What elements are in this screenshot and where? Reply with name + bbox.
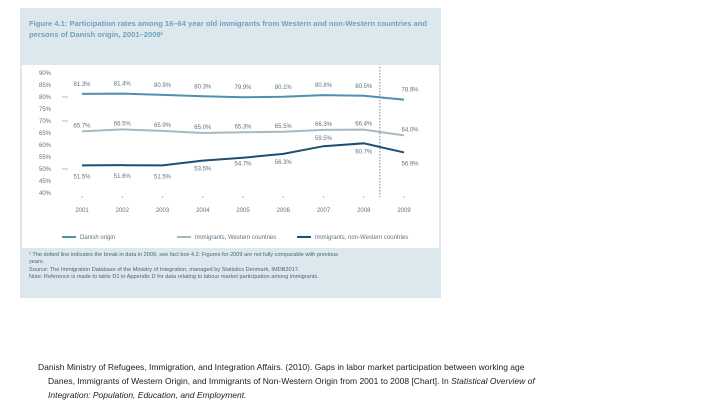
y-tick-label: 75%: [39, 107, 52, 113]
data-label: 56.9%: [401, 161, 419, 167]
x-tick-label: 2008: [357, 208, 371, 214]
data-label: 51.5%: [154, 174, 172, 180]
data-label: 51.6%: [114, 174, 132, 180]
note-line: years.: [29, 259, 45, 266]
data-label: 65.9%: [154, 123, 172, 129]
data-label: 79.9%: [234, 85, 252, 91]
y-axis: 40% 45% 50% 55% 60% 65% 70% 75% 80% 85% 90%: [39, 71, 68, 197]
caption-line-3: Integration: Population, Education, and …: [38, 388, 678, 402]
x-tick-label: 2006: [277, 208, 291, 214]
series-line: [81, 92, 405, 101]
data-label: 80.5%: [355, 84, 373, 90]
y-tick-label: 65%: [39, 131, 52, 137]
data-label: 80.3%: [194, 84, 212, 90]
y-tick-label: 40%: [39, 191, 52, 197]
y-tick-label: 85%: [39, 83, 52, 89]
plot-area: 40% 45% 50% 55% 60% 65% 70% 75% 80% 85% 90% 81.3% 8…: [22, 65, 439, 248]
caption-line-2: Danes, Immigrants of Western Origin, and…: [38, 374, 678, 388]
data-label: 66.5%: [114, 121, 132, 127]
data-label: 81.3%: [73, 82, 91, 88]
data-label: 60.7%: [355, 149, 373, 155]
x-tick-label: 2002: [116, 208, 130, 214]
y-tick-label: 45%: [39, 179, 52, 185]
data-label: 80.8%: [315, 83, 333, 89]
data-label: 66.3%: [315, 122, 333, 128]
data-label: 65.3%: [234, 124, 252, 130]
data-label: 81.4%: [114, 82, 132, 88]
series-lines: [81, 92, 405, 167]
data-labels: 81.3% 81.4% 80.9% 80.3% 79.9% 80.1% 80.8% 80.5%…: [73, 82, 419, 181]
caption-line-1: Danish Ministry of Refugees, Immigration…: [38, 362, 525, 372]
data-label: 59.5%: [315, 136, 333, 142]
y-tick-label: 70%: [39, 119, 52, 125]
caption-italic-2: Integration: Population, Education, and …: [48, 390, 247, 400]
x-tick-label: 2009: [397, 208, 411, 214]
data-label: 65.5%: [275, 124, 293, 130]
x-tick-label: 2001: [75, 208, 89, 214]
data-label: 65.0%: [194, 125, 212, 131]
data-label: 54.7%: [234, 162, 252, 168]
data-label: 53.5%: [194, 167, 212, 173]
participation-chart: 40%45%50%55%60%65%70%75%80%85%90% 81.3% 8…: [39, 67, 419, 241]
note-line: ¹ The dotted line indicates the break in…: [29, 252, 338, 258]
x-tick-label: 2007: [317, 208, 331, 214]
legend-label: Danish origin: [80, 235, 115, 241]
caption-italic-1: Statistical Overview of: [451, 376, 535, 386]
data-label: 78.9%: [401, 88, 419, 94]
y-tick-label: 90%: [39, 71, 52, 77]
data-label: 66.4%: [355, 122, 373, 128]
note-line: Source: The Immigration Database of the …: [29, 266, 300, 273]
data-label: 64.0%: [401, 127, 419, 133]
citation-caption: Danish Ministry of Refugees, Immigration…: [38, 360, 678, 402]
note-line: Note: Reference is made to table D1 in A…: [29, 274, 319, 281]
y-tick-label: 60%: [39, 143, 52, 149]
figure-title: Figure 4.1: Participation rates among 16…: [29, 19, 428, 39]
figure-panel: Figure 4.1: Participation rates among 16…: [20, 8, 441, 298]
x-axis: 2001 2002 2003 2004 2005 2006 2007 2008 2009: [75, 196, 411, 214]
data-label: 65.7%: [73, 123, 91, 129]
data-label: 80.9%: [154, 83, 172, 89]
legend: Danish origin Immigrants, Western countri…: [62, 235, 408, 241]
legend-label: Immigrants, Western countries: [195, 235, 276, 241]
y-tick-label: 80%: [39, 95, 52, 101]
series-line: [81, 142, 405, 167]
x-tick-label: 2003: [156, 208, 170, 214]
series-line: [81, 128, 405, 137]
data-label: 56.3%: [275, 160, 293, 166]
y-tick-label: 50%: [39, 167, 52, 173]
y-tick-label: 55%: [39, 155, 52, 161]
x-tick-label: 2004: [196, 208, 210, 214]
data-label: 51.5%: [73, 174, 91, 180]
caption-plain: Danes, Immigrants of Western Origin, and…: [48, 376, 452, 386]
data-label: 80.1%: [275, 85, 293, 91]
figure-notes: ¹ The dotted line indicates the break in…: [29, 252, 434, 282]
x-tick-label: 2005: [236, 208, 250, 214]
legend-label: Immigrants, non-Western countries: [315, 235, 408, 241]
